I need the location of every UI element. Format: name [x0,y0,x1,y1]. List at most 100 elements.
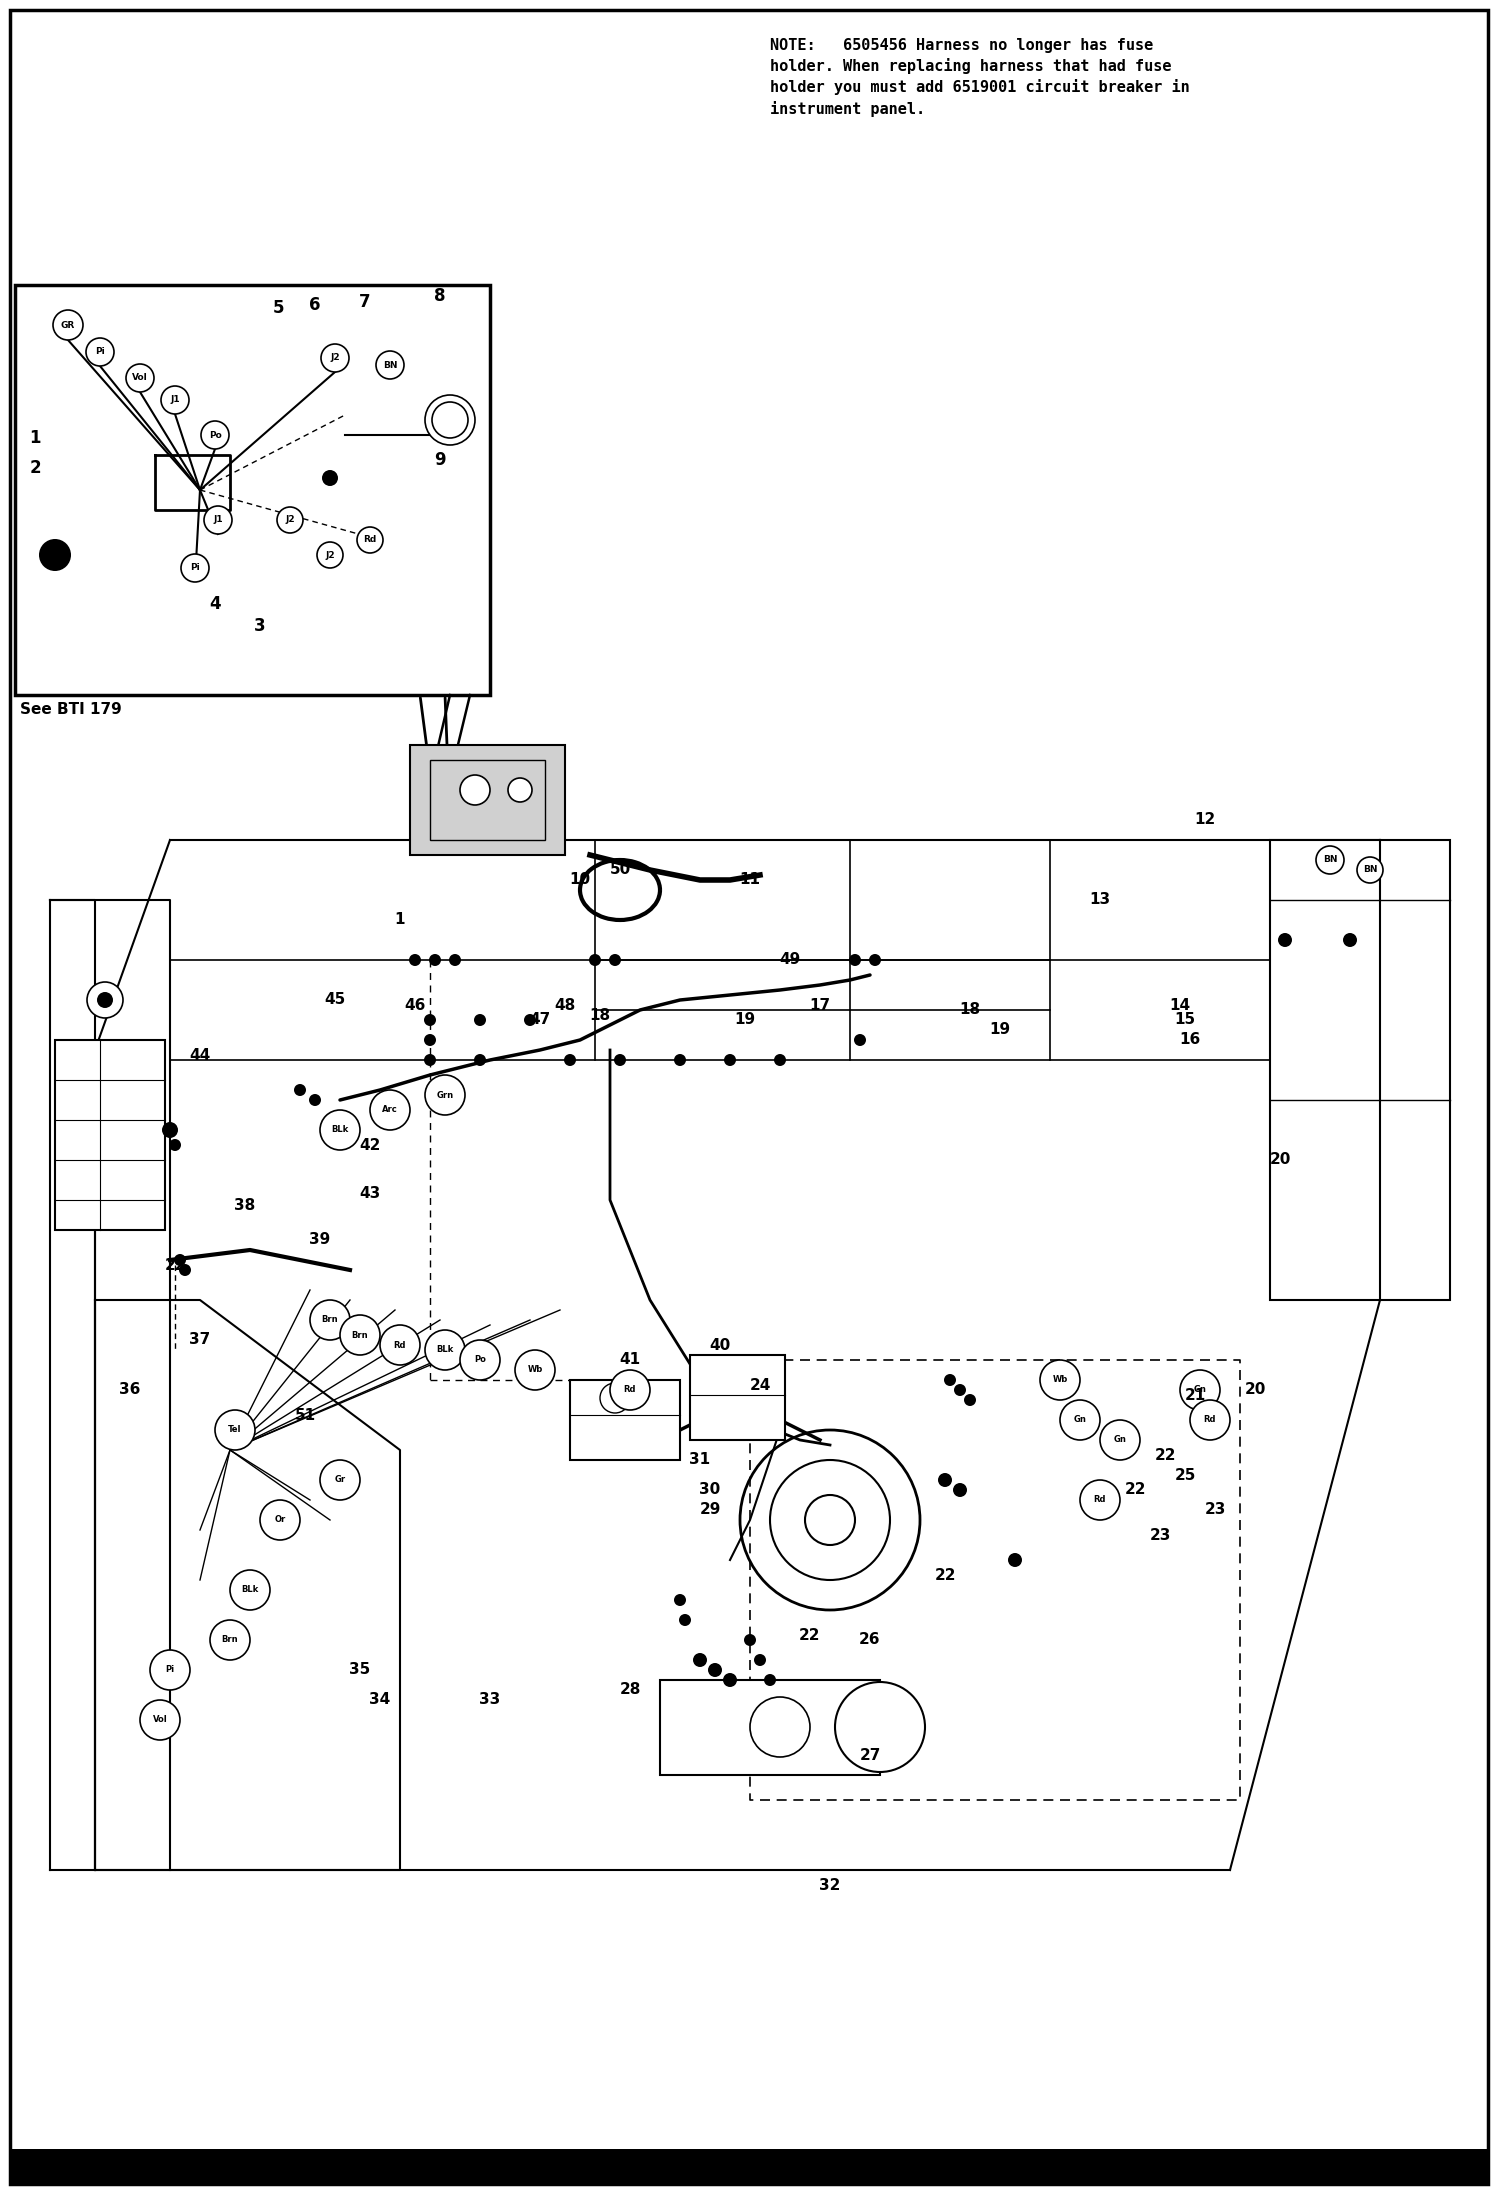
Circle shape [854,1033,866,1047]
Circle shape [380,1325,419,1365]
Circle shape [589,954,601,965]
Text: 25: 25 [1174,1468,1195,1483]
Text: J2: J2 [325,551,336,559]
Circle shape [310,1301,351,1341]
Circle shape [169,1139,181,1152]
Circle shape [944,1373,956,1387]
Text: Rd: Rd [1204,1415,1216,1424]
Circle shape [694,1652,707,1667]
Circle shape [709,1663,722,1676]
Circle shape [321,1459,360,1501]
Text: 47: 47 [529,1011,551,1027]
Circle shape [938,1472,953,1488]
Text: 37: 37 [189,1332,211,1347]
Circle shape [150,1650,190,1689]
Text: Pi: Pi [165,1665,175,1674]
Circle shape [126,364,154,393]
Text: 12: 12 [1194,812,1215,827]
Circle shape [1080,1481,1121,1520]
Text: 18: 18 [959,1003,981,1018]
Text: 19: 19 [990,1022,1011,1038]
Bar [571,1380,680,1459]
Text: 32: 32 [819,1878,840,1893]
Text: 4: 4 [210,595,220,612]
Text: Brn: Brn [322,1316,339,1325]
Circle shape [804,1494,855,1545]
Circle shape [425,395,475,445]
Circle shape [424,1014,436,1027]
Text: J2: J2 [330,353,340,362]
Circle shape [409,954,421,965]
Text: 1: 1 [395,913,406,928]
Text: Po: Po [208,430,222,439]
Circle shape [160,386,189,415]
Text: 1: 1 [30,430,40,448]
Bar [55,1040,165,1231]
Text: 13: 13 [1089,893,1110,908]
Circle shape [524,1014,536,1027]
Text: 42: 42 [360,1136,380,1152]
Circle shape [565,1053,577,1066]
Circle shape [1008,1553,1022,1567]
Bar [691,1356,785,1439]
Text: 23: 23 [1204,1503,1225,1518]
Circle shape [774,1053,786,1066]
Text: Gn: Gn [1194,1384,1206,1395]
Text: Rd: Rd [394,1341,406,1349]
Circle shape [1357,858,1383,882]
Text: Vol: Vol [132,373,148,382]
Text: 5: 5 [273,298,283,316]
Circle shape [724,1053,736,1066]
Text: Grn: Grn [436,1090,454,1099]
Text: 35: 35 [349,1663,370,1678]
Text: 7: 7 [360,294,372,312]
Text: BLk: BLk [241,1586,259,1595]
Text: NOTE:   6505456 Harness no longer has fuse
holder. When replacing harness that h: NOTE: 6505456 Harness no longer has fuse… [770,37,1189,116]
Text: 8: 8 [434,287,446,305]
Text: BLk: BLk [436,1345,454,1354]
Circle shape [674,1053,686,1066]
Circle shape [869,954,881,965]
Text: 44: 44 [189,1047,211,1062]
Text: 39: 39 [310,1233,331,1248]
Text: Rd: Rd [623,1384,637,1395]
Text: 51: 51 [295,1409,316,1422]
Text: Wb: Wb [527,1365,542,1373]
Circle shape [965,1393,977,1406]
Circle shape [340,1314,380,1356]
Circle shape [321,344,349,373]
Bar [410,746,565,856]
Text: 36: 36 [120,1382,141,1398]
Bar [661,1681,879,1775]
Text: 21: 21 [1185,1387,1206,1402]
Text: Rd: Rd [1094,1496,1106,1505]
Circle shape [178,1264,192,1277]
Circle shape [376,351,404,380]
Circle shape [834,1683,924,1773]
Circle shape [1189,1400,1230,1439]
Text: Brn: Brn [352,1330,369,1341]
Text: 43: 43 [360,1185,380,1200]
Text: Arc: Arc [382,1106,398,1115]
Text: J2: J2 [285,516,295,524]
Text: BN: BN [383,360,397,369]
Text: 50: 50 [610,862,631,878]
Circle shape [231,1571,270,1610]
Text: Or: Or [274,1516,286,1525]
Circle shape [954,1384,966,1395]
Circle shape [1278,932,1291,948]
Text: See BTI 179: See BTI 179 [19,702,121,717]
Text: BLk: BLk [331,1126,349,1134]
Circle shape [610,1369,650,1411]
Bar [430,759,545,840]
Text: Pi: Pi [190,564,199,573]
Circle shape [674,1595,686,1606]
Text: 3: 3 [255,617,265,634]
Circle shape [321,1110,360,1150]
Text: GR: GR [61,320,75,329]
Text: 26: 26 [860,1632,881,1648]
Circle shape [1100,1420,1140,1459]
Circle shape [139,1700,180,1740]
Circle shape [357,527,383,553]
Circle shape [162,1121,178,1139]
